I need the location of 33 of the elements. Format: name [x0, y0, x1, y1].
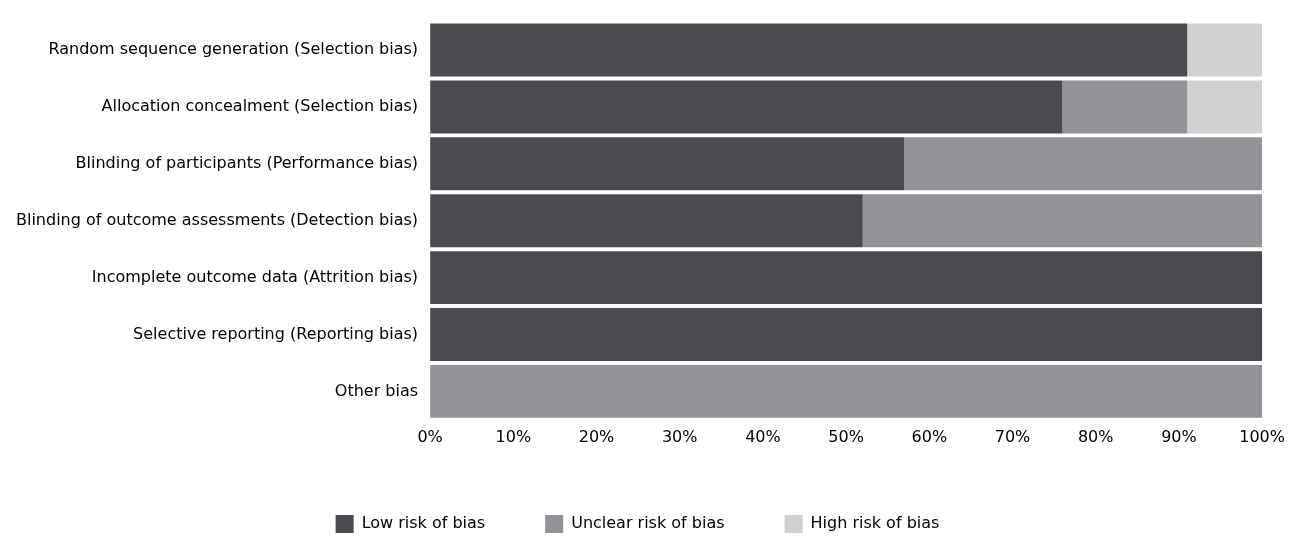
y-tick-label: Random sequence generation (Selection bias) [48, 39, 419, 59]
bar [862, 194, 1263, 248]
bar [430, 80, 1063, 134]
x-tick-label: 20% [578, 426, 615, 446]
legend-label: Low risk of bias [361, 513, 486, 533]
x-tick-label: 40% [745, 426, 781, 446]
x-tick-label: 90% [1161, 426, 1197, 446]
x-tick-label: 30% [661, 426, 698, 446]
bar [430, 137, 905, 191]
x-tick-label: 80% [1077, 426, 1114, 446]
bar [1187, 80, 1263, 134]
bar [430, 251, 1263, 305]
x-tick-label: 10% [495, 426, 532, 446]
legend-label: Unclear risk of bias [571, 513, 725, 533]
y-tick-label: Selective reporting (Reporting bias) [133, 323, 419, 343]
y-tick-label: Blinding of participants (Performance bias) [75, 152, 419, 172]
bar [430, 364, 1263, 418]
x-tick-label: 100% [1239, 426, 1285, 446]
y-tick-label: Incomplete outcome data (Attrition bias) [91, 266, 419, 286]
y-tick-label: Other bias [334, 380, 419, 400]
bar [430, 23, 1188, 77]
y-tick-label: Blinding of outcome assessments (Detection bias) [15, 209, 419, 229]
y-tick-label: Allocation concealment (Selection bias) [101, 96, 419, 116]
x-tick-label: 70% [994, 426, 1031, 446]
bar [904, 137, 1263, 191]
x-tick-label: 60% [911, 426, 948, 446]
bar [430, 194, 863, 248]
bar [1062, 80, 1188, 134]
bar [1187, 23, 1263, 77]
legend-label: High risk of bias [810, 513, 940, 533]
x-tick-label: 0% [417, 426, 443, 446]
bar [430, 308, 1263, 361]
x-tick-label: 50% [828, 426, 864, 446]
